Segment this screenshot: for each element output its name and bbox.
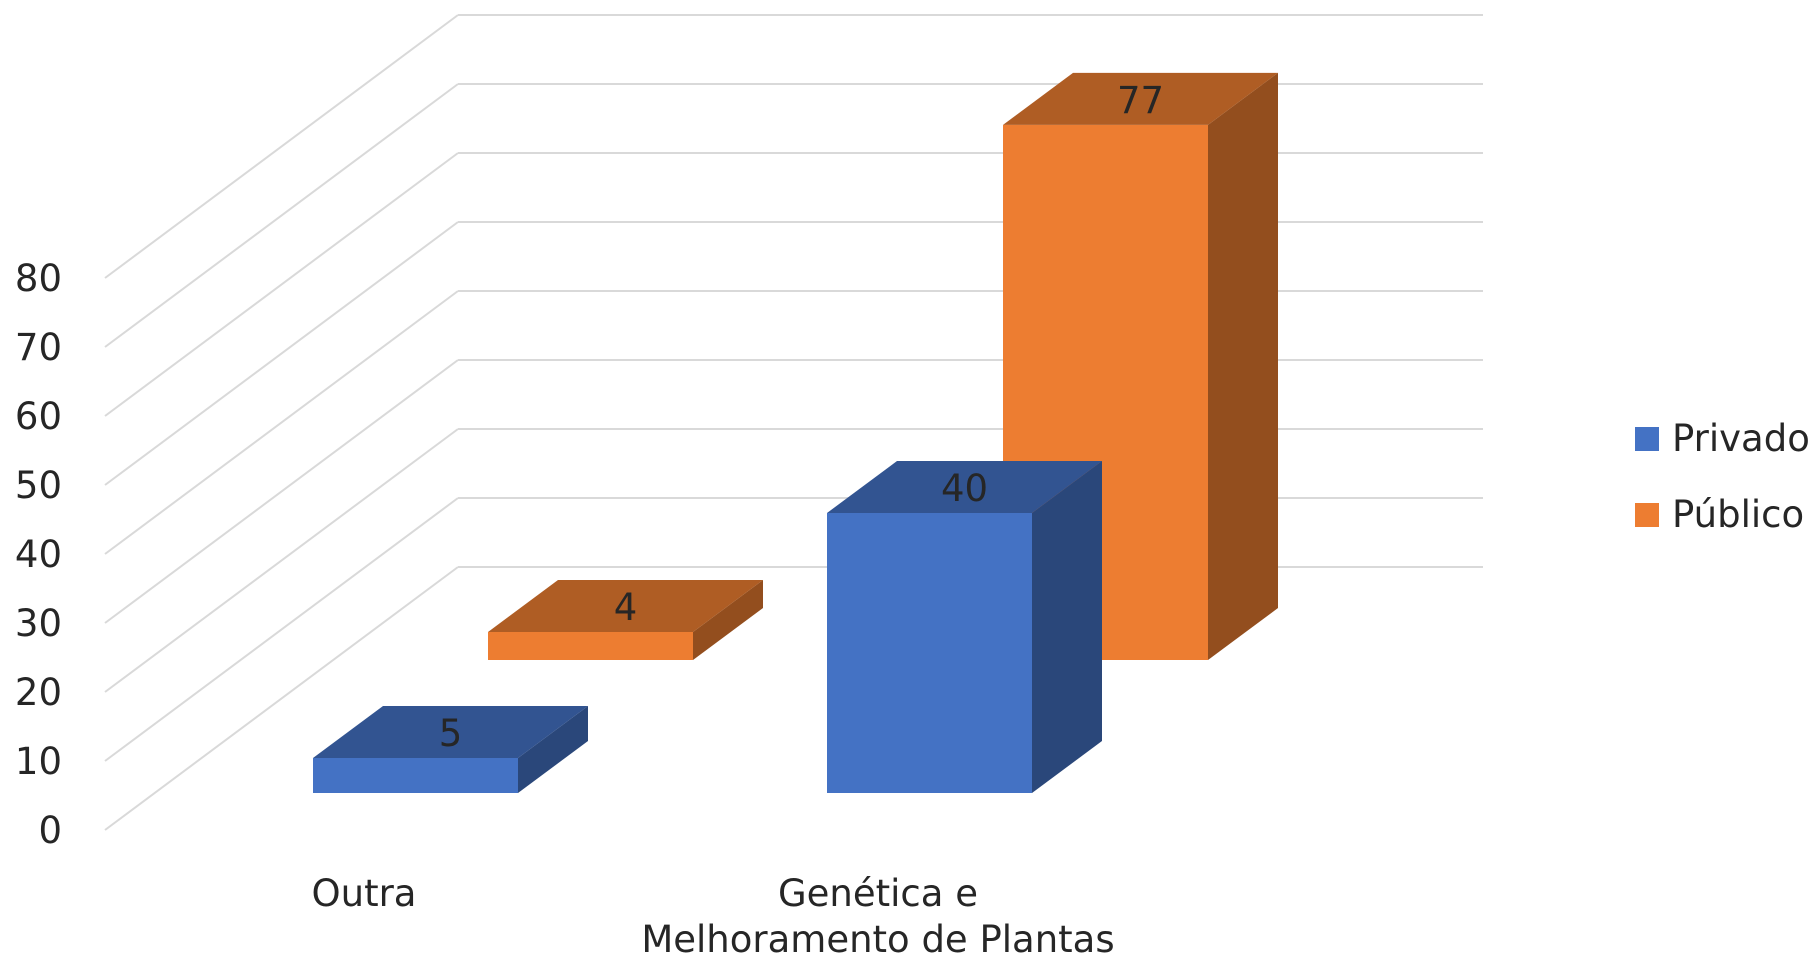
data-labels: 4 5 77 40 — [439, 79, 1164, 755]
bar-privado-outra — [313, 706, 588, 793]
y-tick-label: 60 — [15, 395, 62, 438]
y-tick-label: 10 — [15, 740, 62, 783]
data-label: 5 — [439, 712, 463, 755]
bar-front-face — [488, 632, 693, 660]
legend-swatch — [1635, 503, 1659, 527]
category-label: Outra — [312, 872, 417, 915]
legend-item-privado: Privado — [1635, 417, 1810, 460]
gridline-side — [104, 83, 459, 348]
y-tick-label: 50 — [15, 464, 62, 507]
bar-top-face — [313, 706, 588, 758]
y-tick-label: 40 — [15, 533, 62, 576]
gridline-side — [104, 221, 459, 486]
bars — [313, 72, 1278, 793]
legend-swatch — [1635, 427, 1659, 451]
legend-label: Privado — [1672, 417, 1810, 460]
category-label: Genética e Melhoramento de Plantas — [641, 872, 1114, 961]
bar-side-face — [1208, 72, 1278, 661]
legend-item-publico: Público — [1635, 493, 1804, 536]
gridline-side — [104, 428, 459, 693]
data-label: 4 — [614, 586, 638, 629]
data-label: 40 — [941, 467, 988, 510]
bar-privado-genetica-e-melhoramento-de-plantas — [827, 461, 1102, 793]
bar-side-face — [1032, 461, 1102, 793]
y-tick-label: 0 — [38, 809, 62, 852]
gridline-side — [104, 359, 459, 624]
y-tick-label: 20 — [15, 671, 62, 714]
y-tick-label: 70 — [15, 326, 62, 369]
gridline-side — [104, 497, 459, 762]
x-axis-categories: Outra Genética e Melhoramento de Plantas — [312, 872, 1115, 961]
gridline-side — [104, 566, 459, 831]
legend-label: Público — [1672, 493, 1804, 536]
bar-front-face — [827, 513, 1032, 793]
y-tick-label: 80 — [15, 257, 62, 300]
gridline-side — [104, 152, 459, 417]
bar-side-face — [518, 706, 588, 793]
bar-publico-genetica-e-melhoramento-de-plantas — [1003, 72, 1278, 661]
bar-publico-outra — [488, 580, 763, 660]
bar-side-face — [693, 580, 763, 660]
y-axis-ticks: 0 10 20 30 40 50 60 70 80 — [15, 257, 62, 852]
bar-top-face — [1003, 72, 1278, 125]
bar-top-face — [827, 461, 1102, 513]
gridline-side — [104, 290, 459, 555]
y-tick-label: 30 — [15, 602, 62, 645]
legend: Privado Público — [1635, 417, 1810, 536]
gridlines — [104, 14, 1483, 831]
data-label: 77 — [1117, 79, 1164, 122]
bar-front-face — [313, 758, 518, 793]
gridline-side — [104, 14, 459, 279]
bar-top-face — [488, 580, 763, 632]
